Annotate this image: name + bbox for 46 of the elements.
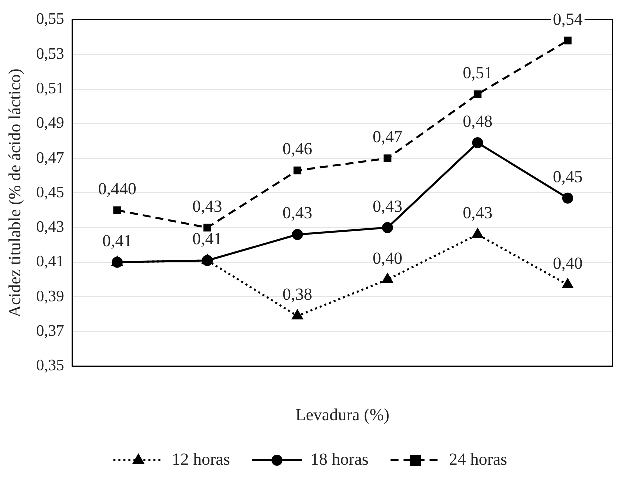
data-label: 0,47 <box>372 128 404 147</box>
point <box>564 36 572 45</box>
data-label: 0,48 <box>462 112 493 131</box>
point <box>472 137 484 148</box>
point <box>474 90 482 98</box>
y-tick-label: 0,35 <box>36 358 64 375</box>
legend-label: 24 horas <box>449 450 508 469</box>
y-tick-label: 0,47 <box>36 150 64 167</box>
y-tick-label: 0,37 <box>36 322 64 340</box>
data-label: 0,43 <box>462 204 493 223</box>
data-label: 0,45 <box>553 167 583 186</box>
data-label: 0,46 <box>282 140 313 159</box>
y-tick-label: 0,43 <box>36 219 64 236</box>
y-tick-label: 0,45 <box>36 184 64 202</box>
y-tick-label: 0,49 <box>36 115 64 132</box>
y-tick-label: 0,55 <box>36 11 64 28</box>
data-label: 0,43 <box>192 196 222 216</box>
point <box>294 166 302 175</box>
point <box>382 272 394 284</box>
legend-label: 12 horas <box>172 450 230 469</box>
data-label: 0,54 <box>553 10 584 29</box>
data-label: 0,40 <box>553 254 583 273</box>
point <box>114 206 122 214</box>
data-label: 0,43 <box>372 196 403 216</box>
point <box>382 222 394 234</box>
point <box>562 192 574 204</box>
y-axis-title: Acidez titulable (% de ácido láctico) <box>6 68 25 318</box>
y-tick-label: 0,41 <box>36 254 64 271</box>
y-tick-label: 0,53 <box>36 46 64 63</box>
point <box>292 309 304 320</box>
point <box>204 224 212 232</box>
data-label: 0,41 <box>192 230 222 249</box>
point <box>562 278 574 288</box>
point <box>472 228 484 238</box>
legend-label: 18 horas <box>310 450 369 469</box>
data-label: 0,41 <box>102 231 132 250</box>
data-label: 0,440 <box>98 179 137 198</box>
data-label: 0,40 <box>372 248 403 268</box>
data-label: 0,51 <box>462 63 493 82</box>
data-label: 0,38 <box>282 285 313 304</box>
y-tick-label: 0,51 <box>36 80 64 98</box>
x-axis-title: Levadura (%) <box>296 405 390 424</box>
point <box>292 229 304 240</box>
point <box>384 154 392 162</box>
data-label: 0,43 <box>282 204 313 223</box>
y-tick-label: 0,39 <box>36 288 64 306</box>
